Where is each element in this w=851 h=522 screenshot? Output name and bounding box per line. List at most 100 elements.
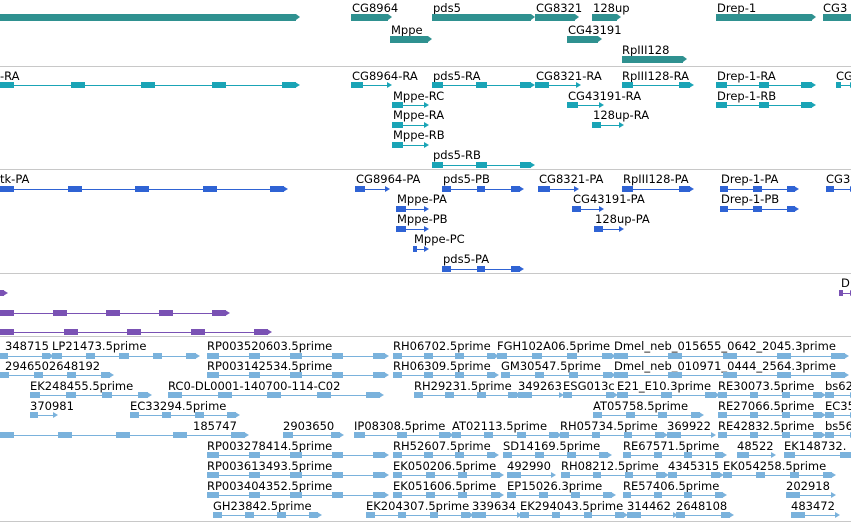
transcript-line[interactable] <box>351 85 388 86</box>
transcript-line[interactable] <box>0 356 50 357</box>
feature-label[interactable]: 2903650 <box>283 419 335 433</box>
feature-label[interactable]: tk-PA <box>0 172 30 186</box>
transcript-line[interactable] <box>497 356 612 357</box>
feature-label[interactable]: 2946502648192 <box>5 359 101 373</box>
feature-label[interactable]: RP003404352.5prime <box>207 479 333 493</box>
feature-label[interactable]: EK051606.5prime <box>393 479 497 493</box>
feature-label[interactable]: GH23842.5prime <box>213 499 312 513</box>
feature-label[interactable]: 128up-PA <box>595 212 650 226</box>
transcript-line[interactable] <box>826 189 851 190</box>
feature-label[interactable]: EK204307.5prime <box>366 499 470 513</box>
transcript-line[interactable] <box>30 395 148 396</box>
transcript-line[interactable] <box>786 495 832 496</box>
feature-label[interactable]: Drep-1 <box>717 1 757 15</box>
feature-label[interactable]: 2648108 <box>676 499 728 513</box>
feature-label[interactable]: Mppe-PA <box>397 192 447 206</box>
gene-bar[interactable] <box>716 14 812 21</box>
feature-label[interactable]: CG8964-RA <box>352 69 418 83</box>
feature-label[interactable]: RP003142534.5prime <box>207 359 333 373</box>
feature-label[interactable]: CG8964 <box>352 1 399 15</box>
transcript-line[interactable] <box>0 375 110 376</box>
transcript-line[interactable] <box>593 415 700 416</box>
transcript-line[interactable] <box>283 435 340 436</box>
transcript-line[interactable] <box>520 515 624 516</box>
transcript-line[interactable] <box>414 395 517 396</box>
feature-label[interactable]: CG3 <box>836 69 851 83</box>
feature-label[interactable]: 348715 <box>5 339 49 353</box>
transcript-line[interactable] <box>572 209 600 210</box>
feature-label[interactable]: pds5-PB <box>443 172 490 186</box>
transcript-line[interactable] <box>472 515 518 516</box>
feature-label[interactable]: 369922 <box>667 419 711 433</box>
feature-label[interactable]: pds5 <box>433 1 461 15</box>
feature-label[interactable]: ESG013c <box>563 379 615 393</box>
feature-label[interactable]: CG8964-PA <box>356 172 421 186</box>
gene-bar[interactable] <box>351 14 388 21</box>
gene-bar[interactable] <box>592 14 617 21</box>
transcript-line[interactable] <box>560 435 664 436</box>
feature-label[interactable]: 483472 <box>791 499 835 513</box>
feature-label[interactable]: Drep-1-RA <box>717 69 776 83</box>
gene-bar[interactable] <box>823 14 851 21</box>
transcript-line[interactable] <box>563 395 614 396</box>
transcript-line[interactable] <box>623 495 723 496</box>
transcript-line[interactable] <box>538 189 575 190</box>
transcript-line[interactable] <box>667 435 712 436</box>
transcript-line[interactable] <box>393 475 500 476</box>
feature-label[interactable]: 202918 <box>786 479 830 493</box>
transcript-line[interactable] <box>567 105 600 106</box>
transcript-line[interactable] <box>676 515 730 516</box>
feature-label[interactable]: 349263 <box>518 379 562 393</box>
feature-label[interactable]: AT05758.5prime <box>593 399 689 413</box>
gene-bar[interactable] <box>390 36 428 43</box>
feature-label[interactable]: Mppe-RA <box>393 108 445 122</box>
transcript-line[interactable] <box>535 85 577 86</box>
gene-bar[interactable] <box>535 14 575 21</box>
transcript-line[interactable] <box>825 395 851 396</box>
feature-label[interactable]: CG43191 <box>568 23 622 37</box>
transcript-line[interactable] <box>718 395 822 396</box>
feature-label[interactable]: CG3 <box>826 172 851 186</box>
feature-label[interactable]: 314462 <box>627 499 671 513</box>
transcript-line[interactable] <box>627 515 674 516</box>
feature-label[interactable]: RP003613493.5prime <box>207 459 333 473</box>
gene-bar[interactable] <box>622 56 683 63</box>
transcript-line[interactable] <box>622 85 690 86</box>
feature-label[interactable]: LP21473.5prime <box>52 339 147 353</box>
transcript-line[interactable] <box>393 455 495 456</box>
transcript-line[interactable] <box>668 475 720 476</box>
feature-label[interactable]: AT02113.5prime <box>452 419 548 433</box>
feature-label[interactable]: RpIII128-PA <box>623 172 689 186</box>
transcript-line[interactable] <box>718 415 822 416</box>
feature-label[interactable]: bs56 <box>825 419 851 433</box>
feature-label[interactable]: EK294043.5prime <box>520 499 624 513</box>
transcript-line[interactable] <box>737 455 772 456</box>
feature-label[interactable]: RE57406.5prime <box>623 479 720 493</box>
feature-label[interactable]: CG43191-RA <box>568 89 642 103</box>
transcript-line[interactable] <box>130 415 236 416</box>
feature-label[interactable]: Drep-1-PA <box>721 172 779 186</box>
transcript-line[interactable] <box>396 229 425 230</box>
transcript-line[interactable] <box>839 293 851 294</box>
transcript-line[interactable] <box>392 145 425 146</box>
feature-label[interactable]: EK054258.5prime <box>723 459 827 473</box>
feature-label[interactable]: EP15026.3prime <box>507 479 603 493</box>
feature-label[interactable]: 128up-RA <box>593 108 650 122</box>
feature-label[interactable]: EK148732. <box>784 439 847 453</box>
feature-label[interactable]: Drep-1-RB <box>717 89 777 103</box>
feature-label[interactable]: RH06702.5prime <box>393 339 491 353</box>
transcript-line[interactable] <box>507 475 552 476</box>
transcript-line[interactable] <box>718 435 822 436</box>
transcript-line[interactable] <box>30 415 54 416</box>
feature-label[interactable]: Dmel_neb_015655_0642_2045.3prime <box>614 339 836 353</box>
feature-label[interactable]: RP003278414.5prime <box>207 439 333 453</box>
feature-label[interactable]: -RA <box>0 69 20 83</box>
feature-label[interactable]: FGH102A06.5prime <box>497 339 611 353</box>
transcript-line[interactable] <box>784 455 851 456</box>
feature-label[interactable]: IP08308.5prime <box>354 419 446 433</box>
transcript-line[interactable] <box>503 455 608 456</box>
feature-label[interactable]: 492990 <box>507 459 551 473</box>
feature-label[interactable]: E21_E10.3prime <box>617 379 712 393</box>
feature-label[interactable]: Dmel_neb_010971_0444_2564.3prime <box>614 359 836 373</box>
transcript-line[interactable] <box>452 435 558 436</box>
